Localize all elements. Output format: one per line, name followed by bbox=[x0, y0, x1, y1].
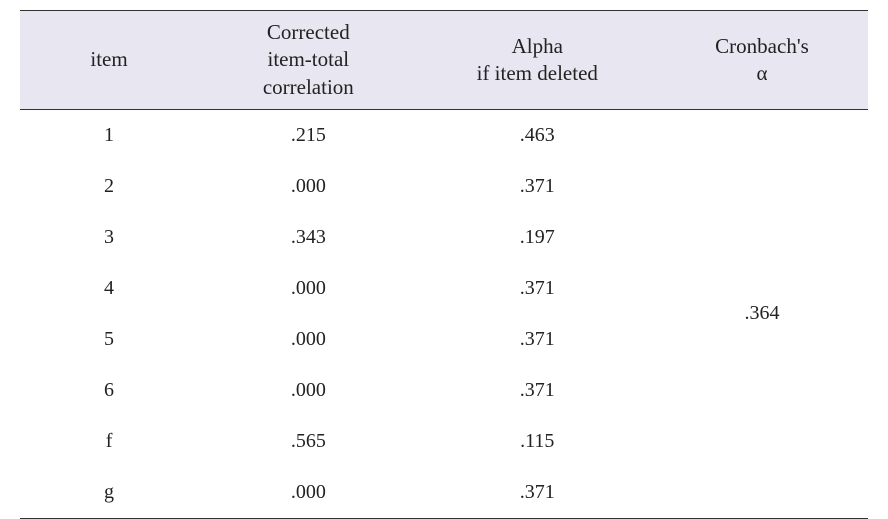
cell-alpha: .371 bbox=[419, 379, 656, 402]
table-row: 4 .000 .371 bbox=[20, 263, 656, 314]
cell-item: 6 bbox=[20, 379, 198, 402]
table-row: 3 .343 .197 bbox=[20, 212, 656, 263]
cell-corr: .000 bbox=[198, 328, 419, 351]
header-cronbach-alpha: Cronbach'sα bbox=[656, 25, 868, 96]
cronbach-alpha-value: .364 bbox=[656, 110, 868, 518]
cell-corr: .343 bbox=[198, 226, 419, 249]
header-corrected-correlation: Correcteditem-totalcorrelation bbox=[198, 11, 418, 109]
cell-alpha: .197 bbox=[419, 226, 656, 249]
table-body-left: 1 .215 .463 2 .000 .371 3 .343 .197 4 .0… bbox=[20, 110, 656, 518]
cell-item: g bbox=[20, 481, 198, 504]
cell-item: 5 bbox=[20, 328, 198, 351]
cell-alpha: .371 bbox=[419, 328, 656, 351]
cell-corr: .000 bbox=[198, 277, 419, 300]
header-item: item bbox=[20, 38, 198, 81]
table-row: 1 .215 .463 bbox=[20, 110, 656, 161]
cell-corr: .000 bbox=[198, 379, 419, 402]
reliability-table: item Correcteditem-totalcorrelation Alph… bbox=[20, 10, 868, 519]
cell-item: 1 bbox=[20, 124, 198, 147]
table-row: 5 .000 .371 bbox=[20, 314, 656, 365]
header-alpha-if-deleted: Alphaif item deleted bbox=[419, 25, 656, 96]
table-row: f .565 .115 bbox=[20, 416, 656, 467]
cell-alpha: .371 bbox=[419, 481, 656, 504]
cell-item: f bbox=[20, 430, 198, 453]
cell-alpha: .115 bbox=[419, 430, 656, 453]
cell-item: 3 bbox=[20, 226, 198, 249]
cell-alpha: .371 bbox=[419, 277, 656, 300]
table-header-row: item Correcteditem-totalcorrelation Alph… bbox=[20, 11, 868, 110]
cell-corr: .000 bbox=[198, 175, 419, 198]
cell-corr: .565 bbox=[198, 430, 419, 453]
table-body: 1 .215 .463 2 .000 .371 3 .343 .197 4 .0… bbox=[20, 110, 868, 518]
cell-item: 2 bbox=[20, 175, 198, 198]
table-row: 6 .000 .371 bbox=[20, 365, 656, 416]
cell-alpha: .371 bbox=[419, 175, 656, 198]
cell-corr: .000 bbox=[198, 481, 419, 504]
cell-corr: .215 bbox=[198, 124, 419, 147]
cell-item: 4 bbox=[20, 277, 198, 300]
cell-alpha: .463 bbox=[419, 124, 656, 147]
table-row: 2 .000 .371 bbox=[20, 161, 656, 212]
table-row: g .000 .371 bbox=[20, 467, 656, 518]
